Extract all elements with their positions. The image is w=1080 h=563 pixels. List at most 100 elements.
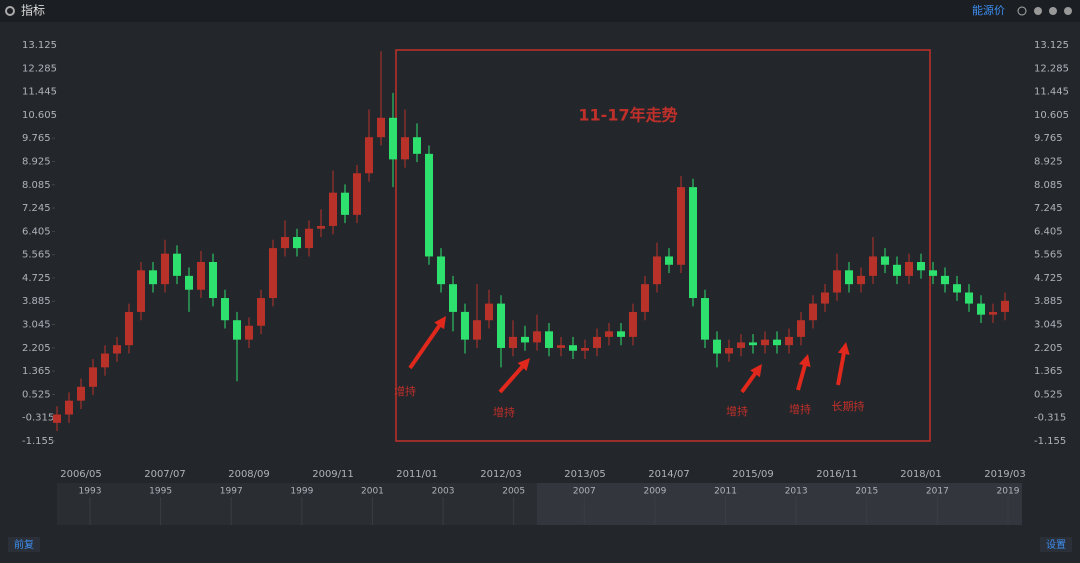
candle-body (1001, 300, 1009, 312)
y2-tick-label: 3.045 (1034, 320, 1063, 331)
candle-body (497, 303, 505, 348)
candle-body (413, 137, 421, 154)
candle-body (473, 320, 481, 340)
candle-body (749, 342, 757, 346)
candle-body (713, 339, 721, 354)
candle-body (65, 400, 73, 415)
y-tick-label: 6.405 (22, 226, 51, 237)
arrow-head (799, 354, 811, 368)
candle-body (797, 320, 805, 337)
footer-button[interactable] (8, 537, 40, 552)
x-tick-label: 2016/11 (816, 469, 858, 480)
annotation-label: 增持 (493, 405, 515, 419)
candle-body (281, 237, 289, 249)
candle-body (893, 264, 901, 276)
candle-body (245, 325, 253, 340)
y-tick-label: 1.365 (22, 366, 51, 377)
header-title: 指标 (21, 3, 45, 18)
navigator-label: 2017 (926, 487, 949, 497)
footer-button[interactable] (1040, 537, 1072, 552)
navigator-label: 2013 (785, 487, 808, 497)
navigator-label: 2015 (855, 487, 878, 497)
navigator-label: 2009 (643, 487, 666, 497)
navigator-label: 1995 (149, 487, 172, 497)
arrow-head (750, 364, 762, 378)
candle-body (929, 270, 937, 276)
icon[interactable] (1017, 6, 1027, 16)
candle-body (617, 331, 625, 337)
y-tick-label: 8.925 (22, 156, 51, 167)
y-tick-label: 5.565 (22, 250, 51, 261)
navigator-label: 2005 (502, 487, 525, 497)
candle-body (257, 298, 265, 326)
x-tick-label: 2019/03 (984, 469, 1026, 480)
candle-body (845, 270, 853, 285)
candle-body (665, 256, 673, 265)
y-tick-label: 0.525 (22, 389, 51, 400)
candle-body (905, 261, 913, 276)
y2-tick-label: 11.445 (1034, 87, 1069, 98)
candle-body (89, 367, 97, 387)
candle-body (137, 270, 145, 312)
icon[interactable] (1034, 7, 1042, 15)
candle-body (209, 261, 217, 299)
header-link[interactable]: 能源价 (972, 3, 1005, 17)
candle-body (581, 347, 589, 351)
candle-body (953, 284, 961, 293)
x-tick-label: 2011/01 (396, 469, 438, 480)
y-tick-label: 10.605 (22, 110, 57, 121)
candle-body (101, 353, 109, 368)
navigator-window[interactable] (537, 483, 1022, 525)
candle-body (149, 270, 157, 285)
candle-body (641, 284, 649, 312)
y2-tick-label: 3.885 (1034, 296, 1063, 307)
candle-body (161, 253, 169, 285)
candle-body (917, 261, 925, 271)
candle-body (821, 292, 829, 304)
y-tick-label: 7.245 (22, 203, 51, 214)
y2-tick-label: 9.765 (1034, 133, 1063, 144)
candle-body (965, 292, 973, 304)
candle-body (389, 117, 397, 160)
candle-body (869, 256, 877, 276)
candle-body (557, 345, 565, 348)
candle-body (833, 270, 841, 293)
x-tick-label: 2009/11 (312, 469, 354, 480)
candle-body (317, 225, 325, 229)
y2-tick-label: 2.205 (1034, 343, 1063, 354)
navigator-label: 2003 (432, 487, 455, 497)
icon[interactable] (1049, 7, 1057, 15)
candle-body (293, 237, 301, 249)
candle-body (305, 228, 313, 249)
y-tick-label: -0.315 (22, 413, 54, 424)
candle-body (173, 253, 181, 276)
candle-body (401, 137, 409, 160)
candle-body (341, 192, 349, 215)
candle-body (569, 345, 577, 351)
navigator-label: 1993 (79, 487, 102, 497)
candle-body (53, 414, 61, 423)
y-tick-label: 11.445 (22, 87, 57, 98)
navigator-label: 2001 (361, 487, 384, 497)
candle-body (485, 303, 493, 321)
candle-body (521, 336, 529, 343)
footer-right[interactable]: 设置 (1046, 539, 1066, 551)
icon[interactable] (1064, 7, 1072, 15)
arrow-head (517, 358, 530, 371)
x-tick-label: 2015/09 (732, 469, 774, 480)
gear-icon[interactable] (5, 6, 15, 16)
candle-body (449, 284, 457, 312)
candle-body (221, 298, 229, 321)
footer-left[interactable]: 前复 (14, 538, 34, 551)
y-tick-label: 3.045 (22, 320, 51, 331)
candle-body (377, 117, 385, 138)
annotation-arrow (796, 361, 808, 391)
annotation-arrow (836, 349, 847, 386)
candle-body (857, 275, 865, 285)
arrow-head (837, 342, 850, 355)
candle-body (653, 256, 661, 285)
navigator-label: 1997 (220, 487, 243, 497)
candle-body (881, 256, 889, 265)
